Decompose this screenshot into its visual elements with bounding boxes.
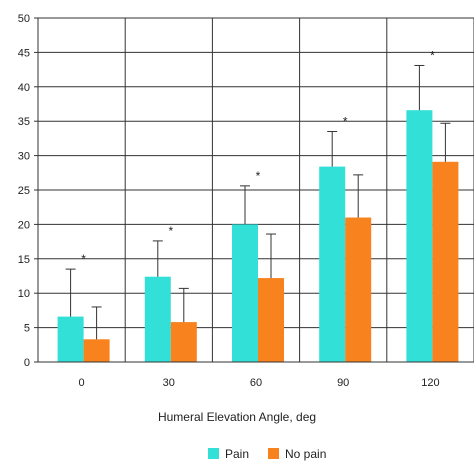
bars-layer <box>57 110 459 362</box>
bar-no-pain <box>83 339 110 362</box>
y-tick-label: 35 <box>18 116 30 128</box>
legend-swatch-no-pain <box>268 448 279 459</box>
significance-star: * <box>168 224 173 238</box>
legend: Pain No pain <box>208 447 326 461</box>
bar-no-pain <box>258 278 284 362</box>
y-tick-label: 30 <box>18 151 30 163</box>
y-tick-label: 5 <box>24 323 30 335</box>
bar-pain <box>232 224 258 362</box>
x-tick-label: 30 <box>163 377 175 389</box>
y-tick-label: 25 <box>18 185 30 197</box>
significance-star: * <box>81 252 86 266</box>
y-tick-label: 40 <box>18 82 30 94</box>
x-axis-title: Humeral Elevation Angle, deg <box>158 410 316 424</box>
y-tick-label: 20 <box>18 219 30 231</box>
y-tick-label: 15 <box>18 254 30 266</box>
x-tick-label: 60 <box>250 377 262 389</box>
significance-star: * <box>343 115 348 129</box>
significance-markers: * * * * * <box>81 48 435 266</box>
y-tick-label: 10 <box>18 288 30 300</box>
y-tick-labels: 0 5 10 15 20 25 30 35 40 45 50 <box>18 13 30 369</box>
bar-pain <box>406 110 433 362</box>
y-tick-label: 0 <box>24 357 30 369</box>
bar-no-pain <box>345 217 372 362</box>
bar-no-pain <box>170 322 197 362</box>
x-tick-label: 120 <box>421 377 439 389</box>
bar-pain <box>144 276 171 362</box>
error-bars-layer <box>65 64 451 340</box>
bar-no-pain <box>432 161 459 362</box>
x-tick-labels: 0 30 60 90 120 <box>79 377 440 389</box>
legend-label-pain: Pain <box>225 447 249 461</box>
x-tick-label: 90 <box>337 377 349 389</box>
axes <box>34 17 474 363</box>
grid-layer <box>38 17 474 362</box>
bar-pain <box>57 316 84 362</box>
legend-label-no-pain: No pain <box>285 447 326 461</box>
y-tick-label: 45 <box>18 47 30 59</box>
y-tick-label: 50 <box>18 13 30 25</box>
significance-star: * <box>256 169 261 183</box>
x-tick-label: 0 <box>79 377 85 389</box>
legend-swatch-pain <box>208 448 219 459</box>
significance-star: * <box>430 48 435 62</box>
bar-pain <box>319 166 346 362</box>
